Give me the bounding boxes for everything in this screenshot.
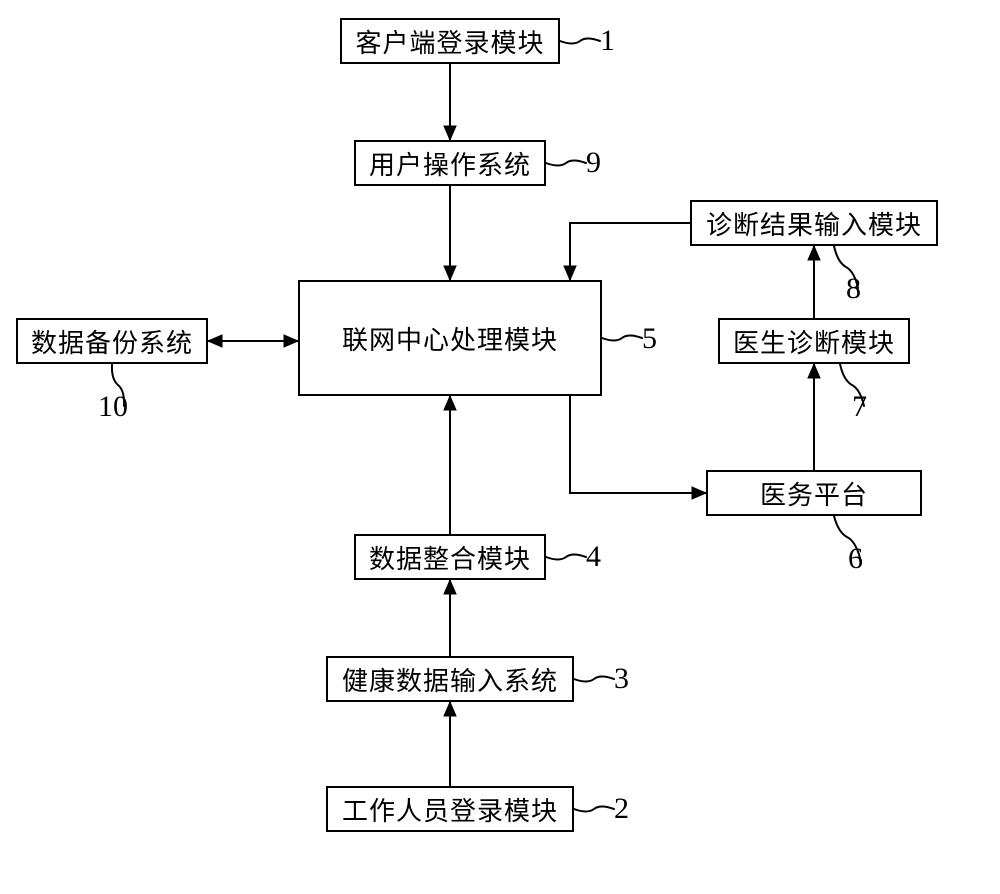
edges-layer bbox=[0, 0, 1000, 894]
node-user-os: 用户操作系统 bbox=[354, 140, 546, 186]
callout-3: 3 bbox=[614, 662, 629, 696]
node-label: 用户操作系统 bbox=[369, 145, 531, 182]
callout-2: 2 bbox=[614, 792, 629, 826]
callout-8: 8 bbox=[846, 272, 861, 306]
diagram-canvas: { "type": "flowchart", "background_color… bbox=[0, 0, 1000, 894]
node-label: 客户端登录模块 bbox=[355, 23, 544, 60]
node-data-integration: 数据整合模块 bbox=[354, 534, 546, 580]
node-client-login: 客户端登录模块 bbox=[340, 18, 560, 64]
callout-4: 4 bbox=[586, 540, 601, 574]
callout-1: 1 bbox=[600, 24, 615, 58]
node-label: 医生诊断模块 bbox=[733, 323, 895, 360]
node-data-backup: 数据备份系统 bbox=[16, 318, 208, 364]
node-label: 健康数据输入系统 bbox=[342, 661, 558, 698]
node-network-center: 联网中心处理模块 bbox=[298, 280, 602, 396]
node-label: 数据整合模块 bbox=[369, 539, 531, 576]
node-doctor-diagnosis: 医生诊断模块 bbox=[718, 318, 910, 364]
node-label: 数据备份系统 bbox=[31, 323, 193, 360]
node-label: 医务平台 bbox=[760, 475, 868, 512]
callout-10: 10 bbox=[98, 390, 128, 424]
callout-5: 5 bbox=[642, 322, 657, 356]
callout-7: 7 bbox=[852, 390, 867, 424]
node-diagnosis-input: 诊断结果输入模块 bbox=[690, 200, 938, 246]
callout-6: 6 bbox=[848, 542, 863, 576]
node-medical-platform: 医务平台 bbox=[706, 470, 922, 516]
node-label: 诊断结果输入模块 bbox=[706, 205, 922, 242]
node-health-data-input: 健康数据输入系统 bbox=[326, 656, 574, 702]
node-label: 工作人员登录模块 bbox=[342, 791, 558, 828]
node-staff-login: 工作人员登录模块 bbox=[326, 786, 574, 832]
node-label: 联网中心处理模块 bbox=[342, 320, 558, 357]
callout-9: 9 bbox=[586, 146, 601, 180]
